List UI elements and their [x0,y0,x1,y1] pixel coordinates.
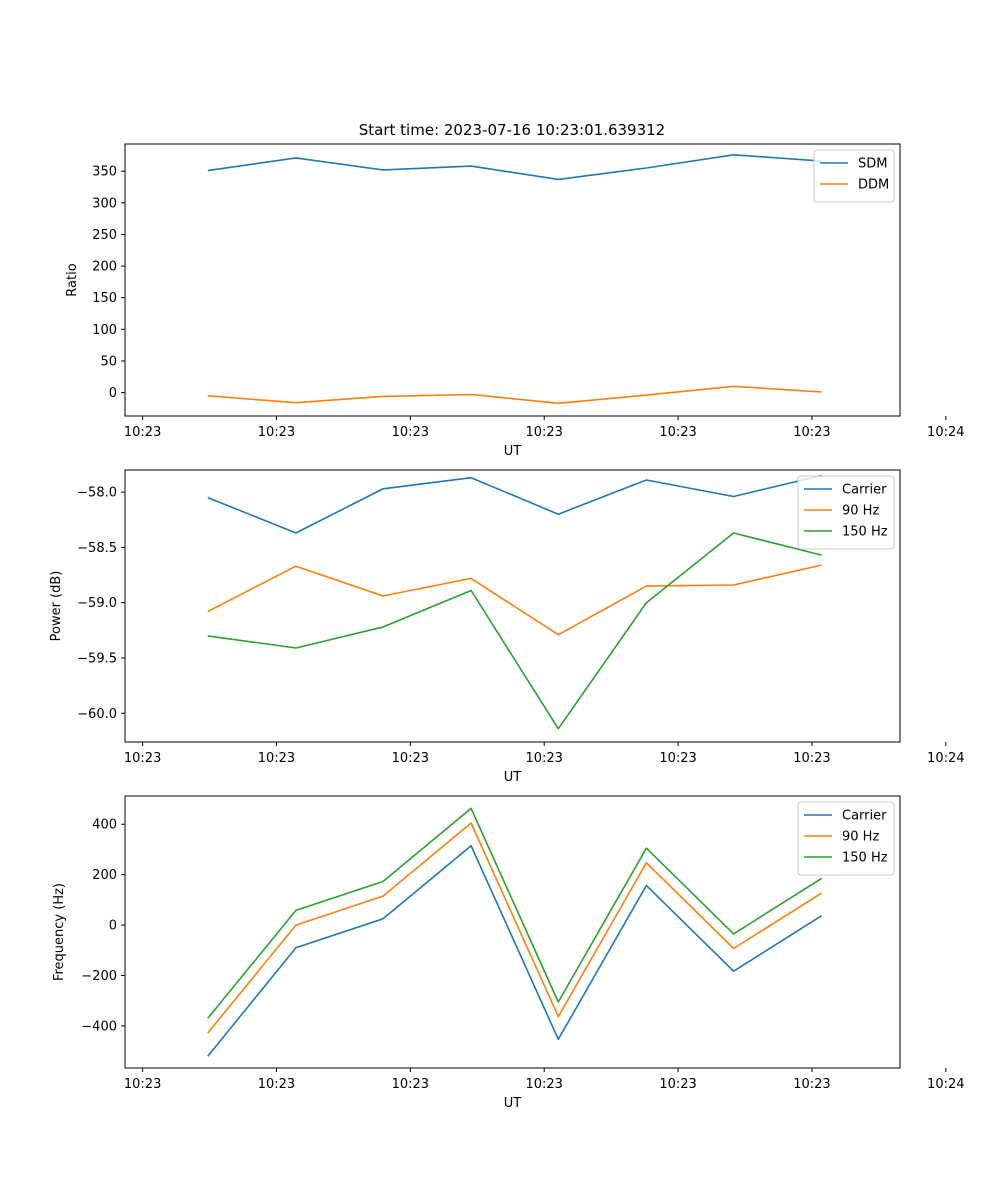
x-tick-label: 10:23 [525,1077,562,1092]
legend-label: 90 Hz [842,830,879,845]
y-tick-label: 100 [92,323,117,338]
y-axis-label: Power (dB) [49,571,64,642]
axes-frame [124,795,901,1069]
axes-frame [124,469,901,743]
series-line-150-hz [207,532,822,730]
legend-label: SDM [858,157,887,172]
x-tick-label: 10:24 [927,425,964,440]
legend-label: Carrier [842,483,887,498]
legend-label: DDM [858,178,889,193]
series-line-carrier [207,844,823,1057]
series-line-ddm [207,385,822,405]
x-tick-label: 10:23 [258,425,295,440]
x-tick-label: 10:23 [258,751,295,766]
y-tick-label: 300 [92,196,117,211]
y-tick-label: −400 [81,1019,117,1034]
y-tick-label: −59.5 [77,651,117,666]
x-tick-label: 10:23 [124,1077,161,1092]
y-tick-label: −60.0 [77,707,117,722]
x-tick-label: 10:23 [659,1077,696,1092]
y-axis-label: Ratio [65,263,80,296]
legend-label: 90 Hz [842,504,879,519]
y-axis-label: Frequency (Hz) [52,883,67,981]
x-tick-label: 10:23 [793,425,830,440]
legend-label: 150 Hz [842,851,888,866]
x-axis-label: UT [504,770,522,785]
x-tick-label: 10:23 [392,1077,429,1092]
y-tick-label: 200 [92,868,117,883]
series-line-90-hz [207,822,823,1034]
x-tick-label: 10:23 [124,751,161,766]
y-tick-label: −200 [81,969,117,984]
x-tick-label: 10:23 [659,751,696,766]
x-tick-label: 10:23 [525,425,562,440]
x-tick-label: 10:23 [258,1077,295,1092]
power-panel: 10:23 10:23 10:23 10:23 10:23 10:23 10:24 −60.0… [49,469,965,785]
series-line-90-hz [207,564,822,636]
x-tick-label: 10:24 [927,751,964,766]
x-tick-label: 10:23 [793,1077,830,1092]
x-axis-label: UT [504,1096,522,1111]
legend-label: Carrier [842,809,887,824]
y-tick-label: 200 [92,260,117,275]
x-tick-label: 10:23 [793,751,830,766]
x-tick-label: 10:23 [525,751,562,766]
x-axis-label: UT [504,444,522,459]
y-tick-label: −58.5 [77,541,117,556]
x-tick-label: 10:23 [124,425,161,440]
y-tick-label: 50 [100,354,117,369]
legend-label: 150 Hz [842,525,888,540]
y-tick-label: −58.0 [77,486,117,501]
series-line-sdm [207,154,822,181]
y-tick-label: 400 [92,818,117,833]
series-line-carrier [207,474,822,534]
ratio-panel: 10:23 10:23 10:23 10:23 10:23 10:23 10:24 0 50 10… [65,143,965,459]
frequency-panel: 10:23 10:23 10:23 10:23 10:23 10:23 10:24 −400 −… [52,795,965,1111]
x-tick-label: 10:24 [927,1077,964,1092]
axes-frame [124,143,901,417]
chart-title: Start time: 2023-07-16 10:23:01.639312 [359,121,665,139]
x-tick-label: 10:23 [392,751,429,766]
y-tick-label: 150 [92,291,117,306]
y-tick-label: 0 [109,386,117,401]
y-tick-label: 250 [92,228,117,243]
series-line-150-hz [207,807,823,1019]
x-tick-label: 10:23 [392,425,429,440]
y-tick-label: 350 [92,165,117,180]
y-tick-label: 0 [109,919,117,934]
x-tick-label: 10:23 [659,425,696,440]
y-tick-label: −59.0 [77,596,117,611]
